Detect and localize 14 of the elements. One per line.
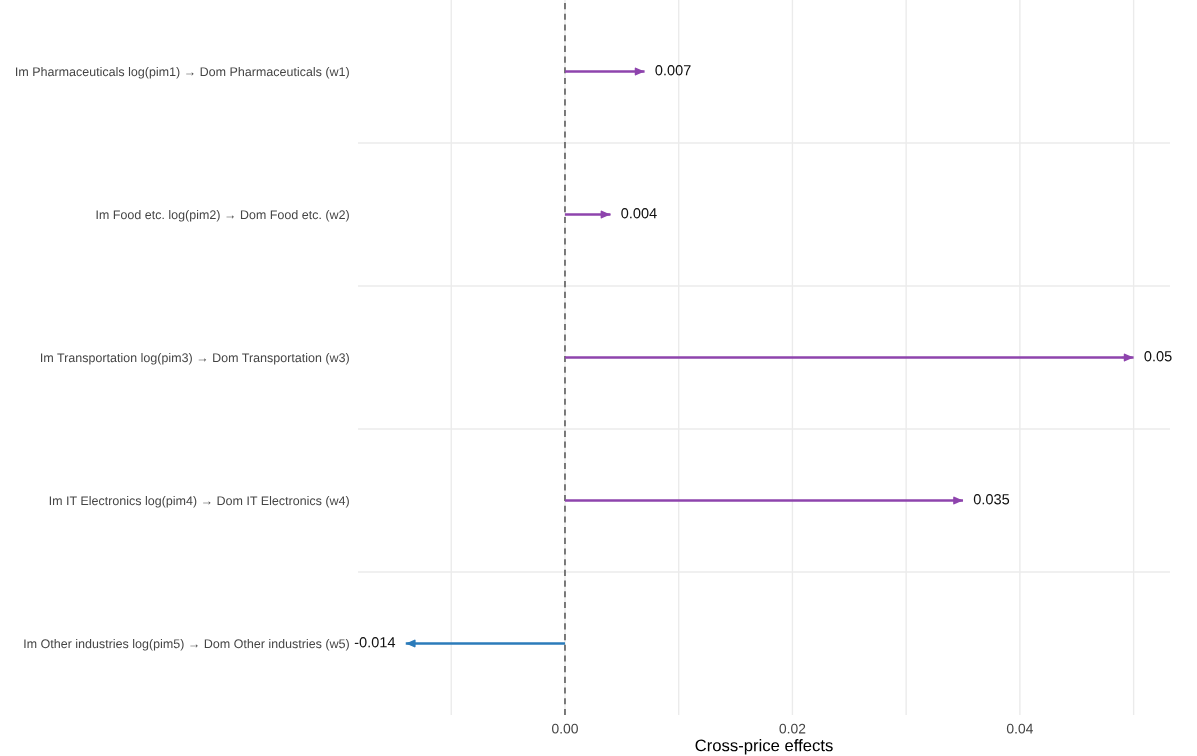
data-label: 0.05 [1144, 351, 1172, 362]
y-tick-label: Im IT Electronics log(pim4) → Dom IT Electronics (w4) [49, 495, 349, 508]
y-tick-label: Im Other industries log(pim5) → Dom Other industries (w5) [24, 638, 349, 651]
y-tick-label: Im Transportation log(pim3) → Dom Transportation (w3) [41, 352, 349, 365]
x-tick-label: 0.00 [552, 723, 578, 734]
y-tick-label: Im Food etc. log(pim2) → Dom Food etc. (w2) [96, 209, 349, 222]
data-label: 0.007 [655, 65, 691, 76]
x-tick-label: 0.02 [779, 723, 806, 734]
x-axis-title: Cross-price effects [695, 739, 833, 755]
data-label: 0.004 [621, 208, 657, 219]
x-tick-label: 0.04 [1006, 723, 1033, 734]
y-tick-label: Im Pharmaceuticals log(pim1) → Dom Pharmaceuticals (w1) [16, 66, 349, 79]
data-label: 0.035 [973, 494, 1010, 505]
data-label: -0.014 [354, 637, 396, 648]
